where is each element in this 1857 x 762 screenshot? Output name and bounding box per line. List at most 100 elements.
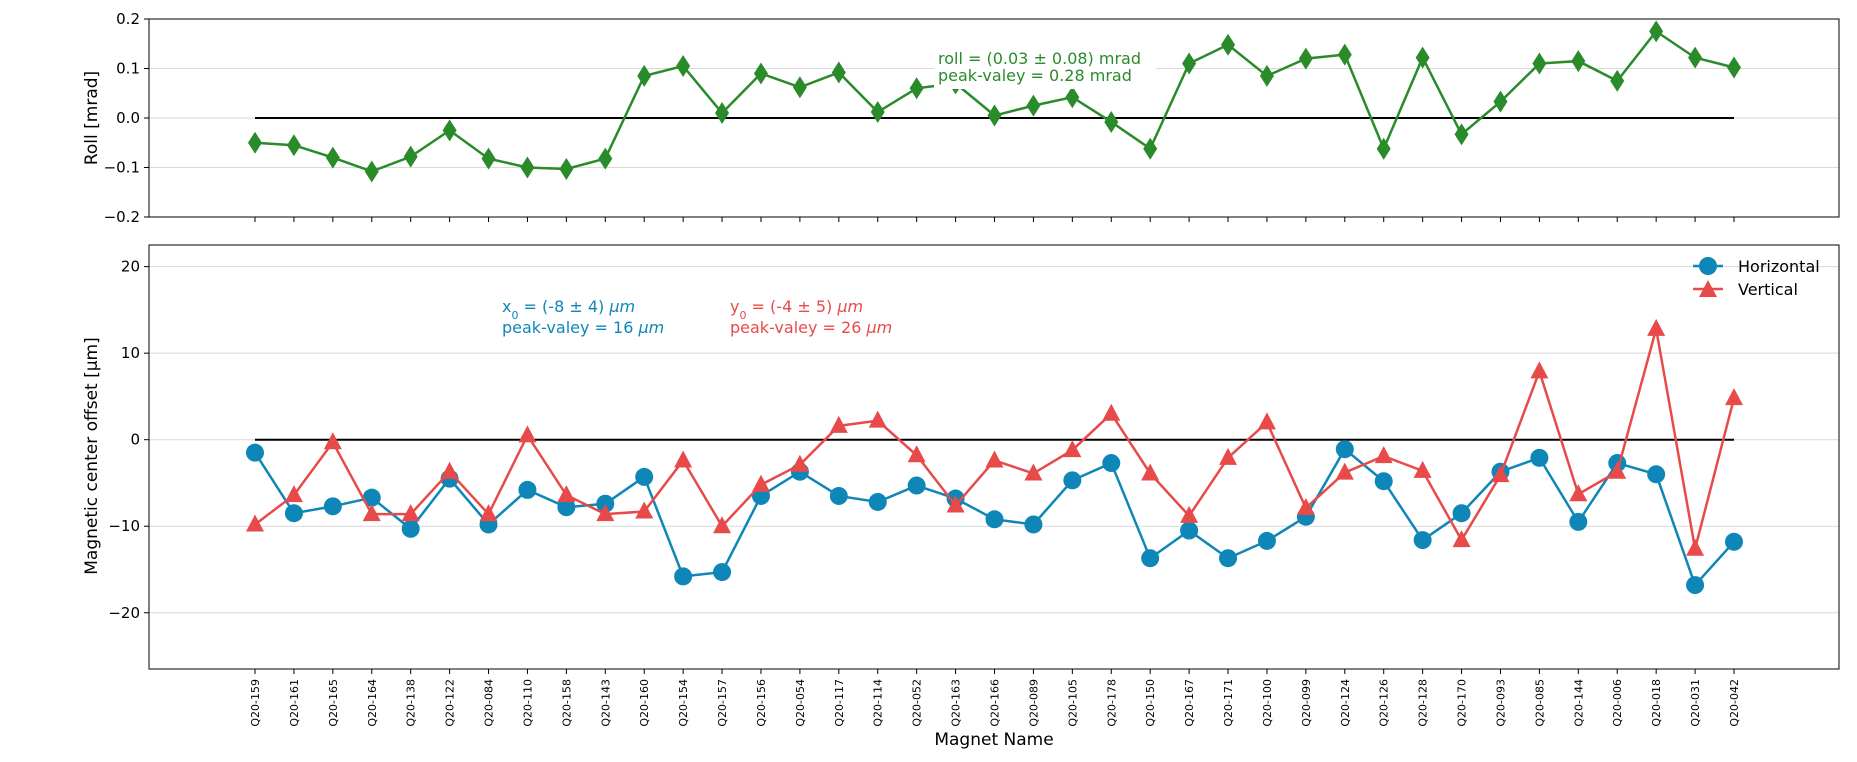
vertical-point [440,461,459,479]
x-tick-label: Q20-031 [1689,679,1702,727]
x0-annotation-line2: peak-valey = 16 μm [502,318,664,337]
vertical-point [713,516,732,534]
horizontal-point [1374,472,1393,491]
vertical-point [829,415,848,433]
vertical-point [1608,461,1627,479]
roll-point [1454,123,1469,146]
x-tick-label: Q20-093 [1494,679,1507,727]
roll-point [364,160,379,183]
roll-y-ticks: 0.2 0.1 0.0 −0.1 −0.2 [104,10,149,226]
roll-y-tick-label: −0.1 [104,159,140,177]
y0-sub: 0 [739,309,746,322]
roll-point [1298,47,1313,70]
x-tick-label: Q20-054 [794,679,807,727]
x-tick-label: Q20-150 [1144,679,1157,727]
x0-pv-unit: μm [637,318,664,337]
vertical-point [1180,505,1199,523]
x-tick-label: Q20-138 [405,679,418,727]
roll-point [870,101,885,124]
x-tick-label: Q20-124 [1339,679,1352,727]
horizontal-point [596,494,615,513]
legend-vertical-label: Vertical [1738,280,1798,299]
offset-y-tick-label: 10 [121,344,140,362]
x-tick-label: Q20-143 [599,679,612,727]
x-tick-label: Q20-144 [1572,679,1585,727]
roll-point [1376,137,1391,160]
x-tick-label: Q20-164 [366,679,379,727]
roll-point [520,156,535,179]
x-tick-label: Q20-084 [483,679,496,727]
x0-sub: 0 [511,309,518,322]
vertical-point [1296,498,1315,516]
horizontal-point [1725,532,1743,551]
roll-point [1415,46,1430,69]
roll-point [1610,69,1625,92]
offset-panel: 20 10 0 −10 −20 Q20-159 Q20-161 Q20-165 Q20-164… [82,244,1840,750]
x0-var: x [502,297,511,316]
horizontal-point [1180,521,1199,540]
roll-point [637,64,652,87]
y0-text: = (-4 ± 5) [746,297,837,316]
roll-point [1493,90,1508,113]
roll-point [987,104,1002,127]
roll-y-axis-label: Roll [mrad] [82,71,102,165]
roll-annotation-box [934,47,1156,89]
x-tick-label: Q20-170 [1456,679,1469,727]
roll-point [831,61,846,84]
vertical-point [868,410,887,428]
x-tick-label: Q20-114 [872,679,885,727]
y0-var: y [730,297,739,316]
y0-pv: peak-valey = 26 [730,318,866,337]
horizontal-point [518,480,537,499]
roll-point [676,55,691,78]
x-tick-label: Q20-171 [1222,679,1235,727]
vertical-point [1491,465,1510,483]
roll-point [442,119,457,142]
legend-vertical-marker [1699,280,1717,297]
roll-y-tick-label: 0.2 [116,10,140,28]
roll-point [1104,110,1119,133]
horizontal-point [401,519,420,538]
roll-x-ticks [254,217,1735,222]
x-tick-label: Q20-178 [1105,679,1118,727]
offset-axes-frame [148,244,1840,670]
horizontal-point [1335,440,1354,459]
vertical-point [1686,538,1705,556]
legend: Horizontal Vertical [1693,257,1820,299]
offset-y-tick-label: −20 [108,604,140,622]
horizontal-point [829,486,848,505]
x-tick-label: Q20-161 [288,679,301,727]
y0-annotation-line1: y0 = (-4 ± 5) μm [730,297,863,322]
x-tick-label: Q20-158 [560,679,573,727]
roll-point [792,76,807,99]
x-tick-label: Q20-128 [1417,679,1430,727]
horizontal-point [1647,465,1666,484]
vertical-point [1452,530,1471,548]
roll-panel: 0.2 0.1 0.0 −0.1 −0.2 Roll [mrad] roll = (0.… [82,10,1840,226]
vertical-point [557,485,576,503]
roll-point [1337,43,1352,66]
x-tick-label: Q20-100 [1261,679,1274,727]
roll-point [559,157,574,180]
vertical-point [518,425,537,443]
x-tick-label: Q20-099 [1300,679,1313,727]
vertical-point [1647,318,1666,336]
horizontal-point [985,510,1004,529]
roll-point [1143,137,1158,160]
x0-text: = (-8 ± 4) [518,297,609,316]
roll-point [325,146,340,169]
roll-annotation-line1: roll = (0.03 ± 0.08) mrad [938,49,1141,68]
horizontal-point [713,563,732,582]
x-tick-label: Q20-018 [1650,679,1663,727]
vertical-point [1335,462,1354,480]
roll-point [1065,86,1080,109]
roll-point [1649,20,1664,43]
vertical-series [246,318,1743,556]
vertical-point [323,432,342,450]
horizontal-point [1063,471,1082,490]
vertical-point [985,450,1004,468]
x-tick-label: Q20-126 [1378,679,1391,727]
offset-y-ticks: 20 10 0 −10 −20 [108,258,149,622]
x-axis-label: Magnet Name [934,730,1053,750]
x-tick-label: Q20-154 [677,679,690,727]
